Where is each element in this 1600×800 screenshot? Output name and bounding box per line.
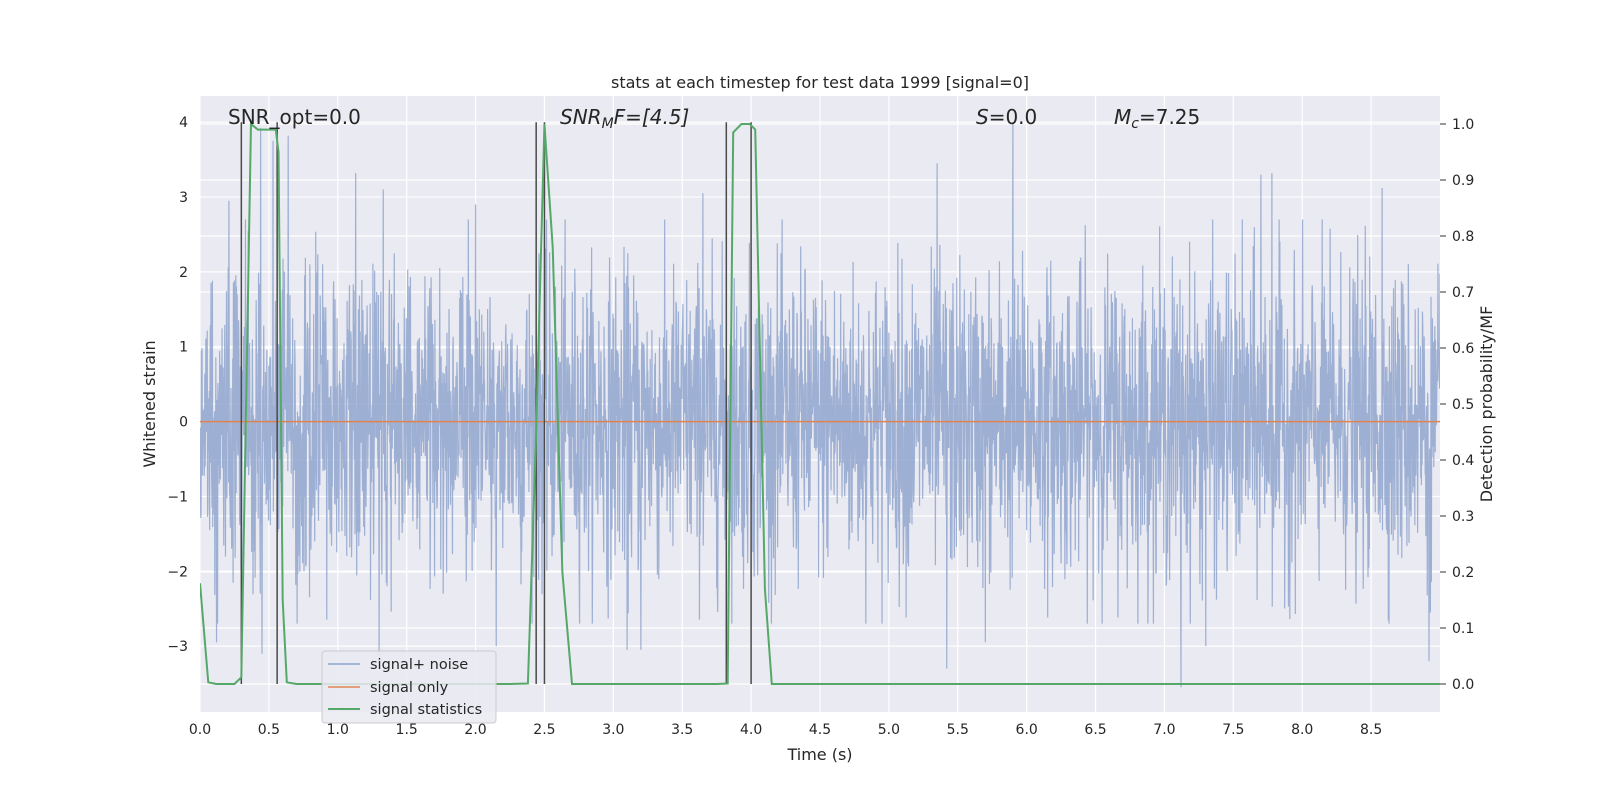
y-tick-label-right: 1.0 bbox=[1452, 117, 1474, 133]
annotation-snr-mf-sub: M bbox=[602, 116, 614, 132]
y-tick-label-left: −1 bbox=[167, 489, 188, 505]
y-tick-label-right: 0.5 bbox=[1452, 397, 1474, 413]
x-axis-label: Time (s) bbox=[786, 745, 852, 764]
x-ticks: 0.0 0.5 1.0 1.5 2.0 2.5 3.0 3.5 4.0 4.5 5.0 5.5 6.0 6… bbox=[189, 722, 1382, 738]
x-tick-label: 0.5 bbox=[258, 722, 280, 738]
legend: signal+ noise signal only signal statist… bbox=[321, 650, 497, 724]
x-tick-label: 8.0 bbox=[1291, 722, 1313, 738]
y-tick-label-right: 0.2 bbox=[1452, 565, 1474, 581]
y-tick-label-left: −2 bbox=[167, 564, 188, 580]
y-axis-label-right: Detection probability/MF bbox=[1477, 306, 1496, 503]
y-ticks-right: 1.0 0.9 0.8 0.7 0.6 0.5 0.4 0.3 0.2 0.1 0.0 bbox=[1440, 117, 1474, 693]
legend-label-signal-only: signal only bbox=[370, 680, 449, 696]
x-tick-label: 7.5 bbox=[1222, 722, 1244, 738]
annotation-snr-mf: SNRMF=[4.5] bbox=[560, 105, 689, 132]
legend-box bbox=[321, 650, 497, 724]
annotation-mc-label: M bbox=[1114, 105, 1131, 129]
y-tick-label-left: 3 bbox=[179, 190, 188, 206]
y-tick-label-right: 0.3 bbox=[1452, 509, 1474, 525]
legend-label-signal-statistics: signal statistics bbox=[370, 702, 482, 718]
x-tick-label: 4.0 bbox=[740, 722, 762, 738]
annotation-snr-mf-main: SNR bbox=[560, 105, 602, 129]
y-axis-label-left: Whitened strain bbox=[140, 340, 159, 467]
x-tick-label: 7.0 bbox=[1153, 722, 1175, 738]
x-tick-label: 2.0 bbox=[464, 722, 486, 738]
annotation-s-value: =0.0 bbox=[989, 105, 1038, 129]
y-tick-label-left: 2 bbox=[179, 265, 188, 281]
x-tick-label: 3.5 bbox=[671, 722, 693, 738]
annotation-snr-opt: SNR_opt=0.0 bbox=[228, 105, 361, 129]
y-tick-label-left: 1 bbox=[179, 340, 188, 356]
annotation-mc-value: =7.25 bbox=[1139, 105, 1200, 129]
x-tick-label: 2.5 bbox=[533, 722, 555, 738]
legend-label-signal-plus-noise: signal+ noise bbox=[370, 657, 468, 673]
y-tick-label-right: 0.1 bbox=[1452, 621, 1474, 637]
x-tick-label: 6.0 bbox=[1016, 722, 1038, 738]
y-tick-label-left: 0 bbox=[179, 415, 188, 431]
x-tick-label: 5.5 bbox=[947, 722, 969, 738]
grid-y-left bbox=[200, 121, 1440, 647]
y-tick-label-right: 0.8 bbox=[1452, 229, 1474, 245]
y-tick-label-right: 0.4 bbox=[1452, 453, 1474, 469]
x-tick-label: 8.5 bbox=[1360, 722, 1382, 738]
annotation-mc: Mc=7.25 bbox=[1114, 105, 1200, 132]
y-tick-label-right: 0.9 bbox=[1452, 173, 1474, 189]
annotation-snr-mf-rest: F=[4.5] bbox=[614, 105, 690, 129]
annotation-s: S=0.0 bbox=[976, 105, 1037, 129]
x-tick-label: 3.0 bbox=[602, 722, 624, 738]
chart-title: stats at each timestep for test data 199… bbox=[611, 73, 1029, 92]
y-tick-label-left: −3 bbox=[167, 639, 188, 655]
y-tick-label-right: 0.7 bbox=[1452, 285, 1474, 301]
annotation-s-label: S bbox=[976, 105, 989, 129]
y-tick-label-right: 0.6 bbox=[1452, 341, 1474, 357]
x-tick-label: 1.0 bbox=[327, 722, 349, 738]
annotation-mc-sub: c bbox=[1131, 116, 1139, 132]
series-signal-plus-noise bbox=[200, 122, 1440, 688]
series-signal-statistics bbox=[200, 121, 1440, 685]
x-tick-label: 0.0 bbox=[189, 722, 211, 738]
y-tick-label-right: 0.0 bbox=[1452, 677, 1474, 693]
y-ticks-left: 4 3 2 1 0 −1 −2 −3 bbox=[167, 115, 188, 655]
x-tick-label: 6.5 bbox=[1084, 722, 1106, 738]
y-tick-label-left: 4 bbox=[179, 115, 188, 131]
x-tick-label: 4.5 bbox=[809, 722, 831, 738]
x-tick-label: 1.5 bbox=[396, 722, 418, 738]
x-tick-label: 5.0 bbox=[878, 722, 900, 738]
